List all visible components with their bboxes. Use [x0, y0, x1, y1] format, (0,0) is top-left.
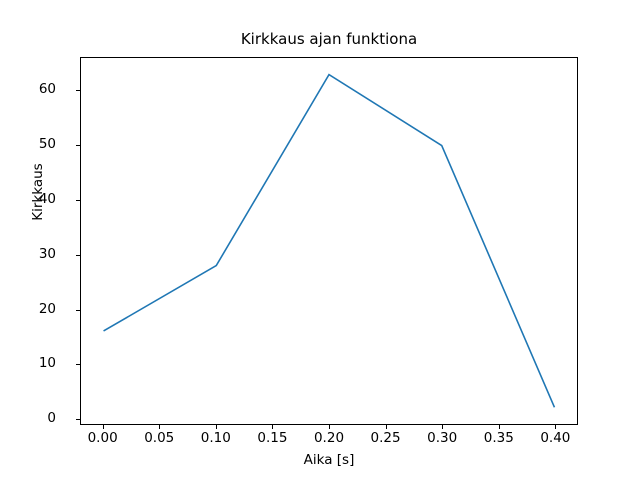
y-axis-tick-label: 60	[38, 81, 56, 98]
page-title: Kirkkaus ajan funktiona	[240, 30, 418, 48]
y-axis-tick-label: 0	[47, 410, 56, 427]
y-axis-tick-mark	[76, 90, 80, 92]
x-axis-tick-mark	[272, 425, 274, 429]
x-axis-tick-label: 0.00	[87, 430, 118, 446]
x-axis-tick-mark	[442, 425, 444, 429]
x-axis-tick-mark	[385, 425, 387, 429]
y-axis-tick-label: 10	[38, 355, 56, 372]
y-axis-tick-label: 30	[38, 245, 56, 262]
x-axis-label: Aika [s]	[303, 452, 355, 468]
series-polyline	[103, 73, 556, 408]
x-axis-tick-mark	[498, 425, 500, 429]
y-axis-tick-mark	[76, 199, 80, 201]
y-axis-tick-mark	[76, 254, 80, 256]
y-axis-tick-label: 40	[38, 190, 56, 207]
x-axis-tick-mark	[215, 425, 217, 429]
x-axis-tick-mark	[102, 425, 104, 429]
y-axis-tick-label: 50	[38, 136, 56, 153]
y-axis-tick-mark	[76, 364, 80, 366]
y-axis-tick-label: 20	[38, 300, 56, 317]
y-axis-tick-mark	[76, 145, 80, 147]
x-axis-tick-label: 0.35	[483, 430, 514, 446]
x-axis-tick-mark	[159, 425, 161, 429]
y-axis-tick-mark	[76, 309, 80, 311]
x-axis-tick-label: 0.05	[144, 430, 175, 446]
x-axis-tick-label: 0.20	[313, 430, 345, 446]
x-axis-tick-label: 0.30	[427, 430, 458, 446]
x-axis-tick-label: 0.15	[257, 430, 288, 446]
x-axis-tick-mark	[329, 425, 330, 429]
x-axis-tick-label: 0.10	[200, 430, 231, 446]
x-axis-tick-mark	[555, 425, 557, 429]
data-line-series	[103, 73, 556, 408]
plot-area	[80, 57, 578, 425]
x-axis-tick-label: 0.40	[540, 430, 571, 446]
y-axis-tick-mark	[76, 419, 80, 421]
x-axis-tick-label: 0.25	[370, 430, 401, 446]
